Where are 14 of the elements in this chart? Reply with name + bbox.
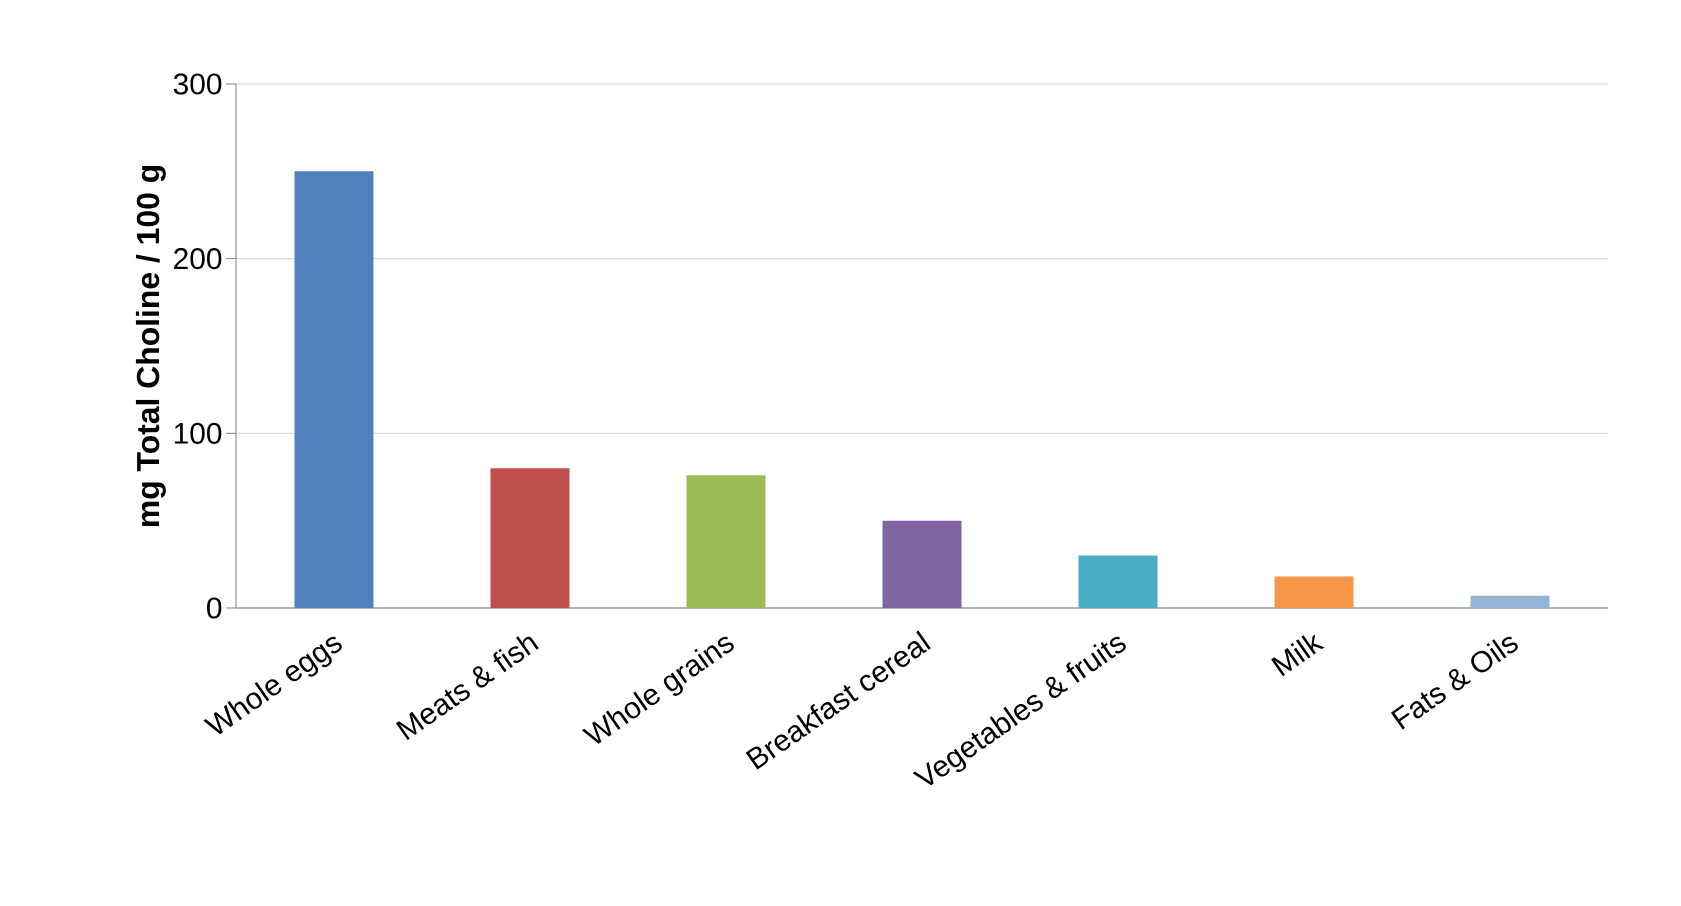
x-tick-label: Milk [1271, 634, 1325, 677]
y-tick-label: 200 [174, 248, 222, 270]
bar [686, 475, 766, 608]
y-tick-label: 100 [174, 422, 222, 444]
bar [1470, 595, 1550, 608]
y-tick-label: 0 [207, 597, 222, 619]
bar [1078, 555, 1158, 608]
bar [1274, 576, 1354, 608]
x-tick-label: Fats & Oils [1390, 636, 1518, 730]
bar [294, 171, 374, 608]
y-axis-title: mg Total Choline / 100 g [135, 165, 166, 527]
bar [490, 468, 570, 608]
bar [882, 520, 962, 608]
y-tick-label: 300 [173, 73, 222, 95]
